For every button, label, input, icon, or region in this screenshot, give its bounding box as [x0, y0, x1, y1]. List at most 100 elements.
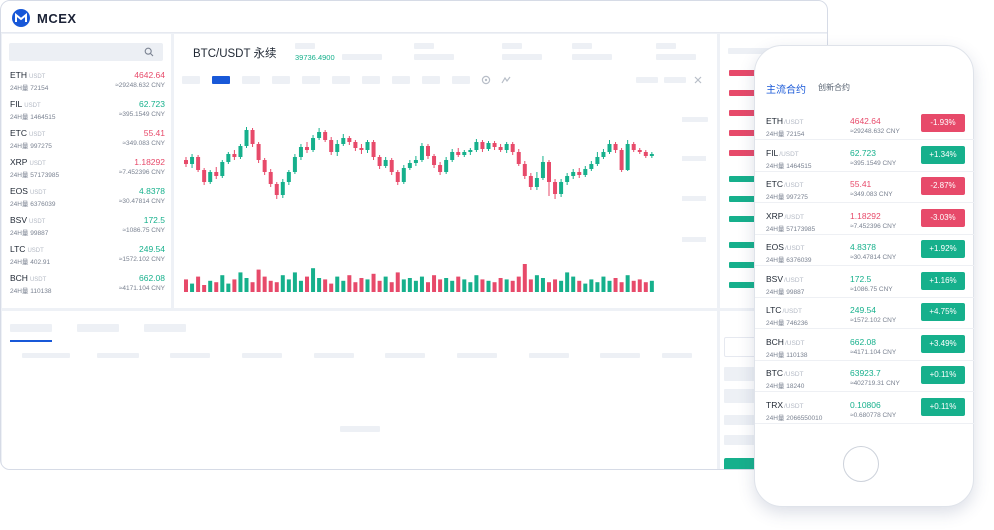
market-row[interactable]: ETC USDT 24H量 997275 55.41 ≈349.083 CNY — [10, 128, 165, 157]
candle[interactable] — [589, 161, 594, 171]
market-row[interactable]: BSV USDT 24H量 99887 172.5 ≈1086.75 CNY — [10, 215, 165, 244]
candle[interactable] — [250, 128, 255, 147]
chart-option[interactable] — [664, 77, 686, 83]
candle[interactable] — [365, 140, 370, 153]
timeframe-button[interactable] — [452, 76, 470, 84]
ask-bar[interactable] — [729, 150, 755, 156]
change-badge[interactable]: +4.75% — [921, 303, 965, 321]
ask-bar[interactable] — [729, 110, 755, 116]
candle[interactable] — [480, 140, 485, 152]
change-badge[interactable]: +0.11% — [921, 366, 965, 384]
candle[interactable] — [637, 148, 642, 154]
candle[interactable] — [595, 152, 600, 166]
search-input[interactable] — [9, 43, 163, 61]
candle[interactable] — [262, 158, 267, 175]
candle[interactable] — [559, 179, 564, 197]
timeframe-button[interactable] — [272, 76, 290, 84]
candle[interactable] — [649, 152, 654, 158]
tab-history-orders[interactable] — [77, 324, 119, 332]
candle[interactable] — [510, 142, 515, 155]
change-badge[interactable]: +1.34% — [921, 145, 965, 164]
candle[interactable] — [353, 140, 358, 151]
mobile-market-row[interactable]: ETH/USDT 24H量 72154 4642.64 ≈29248.632 CNY -… — [755, 108, 975, 140]
candle[interactable] — [432, 154, 437, 168]
change-badge[interactable]: -3.03% — [921, 208, 965, 227]
change-badge[interactable]: +0.11% — [921, 397, 965, 416]
home-button[interactable] — [843, 446, 879, 482]
chart-option[interactable] — [636, 77, 658, 83]
timeframe-button[interactable] — [242, 76, 260, 84]
candlestick-chart[interactable] — [174, 34, 717, 308]
tab-positions[interactable] — [144, 324, 186, 332]
ask-bar[interactable] — [729, 90, 755, 96]
fullscreen-icon[interactable] — [694, 76, 702, 84]
mobile-market-row[interactable]: BSV/USDT 24H量 99887 172.5 ≈1086.75 CNY +1.16… — [755, 266, 975, 298]
candle[interactable] — [377, 155, 382, 169]
candle[interactable] — [268, 169, 273, 187]
candle[interactable] — [456, 148, 461, 157]
candle[interactable] — [208, 170, 213, 184]
tab-main-contracts[interactable]: 主流合约 — [766, 85, 806, 96]
ask-bar[interactable] — [729, 130, 755, 136]
market-row[interactable]: LTC USDT 24H量 402.91 249.54 ≈1572.102 CNY — [10, 244, 165, 273]
market-row[interactable]: EOS USDT 24H量 6376039 4.8378 ≈30.47814 CNY — [10, 186, 165, 215]
candle[interactable] — [486, 141, 491, 151]
candle[interactable] — [504, 142, 509, 153]
candle[interactable] — [547, 160, 551, 196]
indicator-icon[interactable] — [501, 75, 511, 85]
candle[interactable] — [383, 157, 388, 168]
timeframe-button[interactable] — [392, 76, 410, 84]
candle[interactable] — [426, 144, 430, 159]
timeframe-button-active[interactable] — [212, 76, 230, 84]
candle[interactable] — [220, 160, 225, 178]
timeframe-button[interactable] — [182, 76, 200, 84]
candle[interactable] — [305, 142, 309, 153]
candle[interactable] — [329, 137, 334, 155]
candle[interactable] — [226, 152, 231, 164]
change-badge[interactable]: +1.92% — [921, 240, 965, 258]
candle[interactable] — [202, 168, 207, 185]
pair-title[interactable]: BTC/USDT 永续 — [193, 48, 277, 60]
candle[interactable] — [407, 160, 412, 170]
candle[interactable] — [190, 154, 195, 168]
candle[interactable] — [389, 158, 394, 175]
change-badge[interactable]: +3.49% — [921, 334, 965, 353]
bid-bar[interactable] — [729, 262, 755, 268]
candle[interactable] — [232, 150, 237, 160]
candle[interactable] — [280, 179, 285, 198]
candle[interactable] — [516, 149, 521, 166]
bid-bar[interactable] — [729, 242, 755, 248]
candle[interactable] — [184, 157, 188, 167]
bid-bar[interactable] — [729, 282, 755, 288]
candle[interactable] — [317, 128, 322, 140]
change-badge[interactable]: -2.87% — [921, 177, 965, 195]
candle[interactable] — [462, 150, 467, 157]
mobile-market-row[interactable]: ETC/USDT 24H量 997275 55.41 ≈349.083 CNY -2.8… — [755, 171, 975, 203]
candle[interactable] — [335, 140, 340, 156]
change-badge[interactable]: +1.16% — [921, 271, 965, 290]
candle[interactable] — [347, 136, 352, 145]
candle[interactable] — [341, 134, 346, 146]
candle[interactable] — [565, 173, 570, 185]
mobile-market-row[interactable]: LTC/USDT 24H量 746236 249.54 ≈1572.102 CNY +4… — [755, 297, 975, 329]
candle[interactable] — [244, 127, 249, 148]
market-row[interactable]: BCH USDT 24H量 110138 662.08 ≈4171.104 CNY — [10, 273, 165, 302]
candle[interactable] — [583, 166, 588, 177]
candle[interactable] — [286, 170, 291, 185]
candle[interactable] — [607, 140, 612, 154]
candle[interactable] — [395, 170, 400, 185]
candle[interactable] — [323, 130, 328, 142]
mobile-market-row[interactable]: XRP/USDT 24H量 57173985 1.18292 ≈7.452396 CN… — [755, 203, 975, 235]
candle[interactable] — [619, 148, 624, 172]
candle[interactable] — [577, 168, 582, 178]
candle[interactable] — [292, 154, 297, 174]
candle[interactable] — [522, 161, 527, 179]
logo[interactable]: MCEX — [11, 8, 77, 28]
candle[interactable] — [413, 156, 418, 166]
candle[interactable] — [492, 141, 497, 150]
change-badge[interactable]: -1.93% — [921, 114, 965, 132]
candle[interactable] — [468, 148, 473, 155]
candle[interactable] — [474, 139, 479, 152]
market-row[interactable]: FIL USDT 24H量 1464515 62.723 ≈395.1549 CNY — [10, 99, 165, 128]
candle[interactable] — [528, 173, 533, 190]
